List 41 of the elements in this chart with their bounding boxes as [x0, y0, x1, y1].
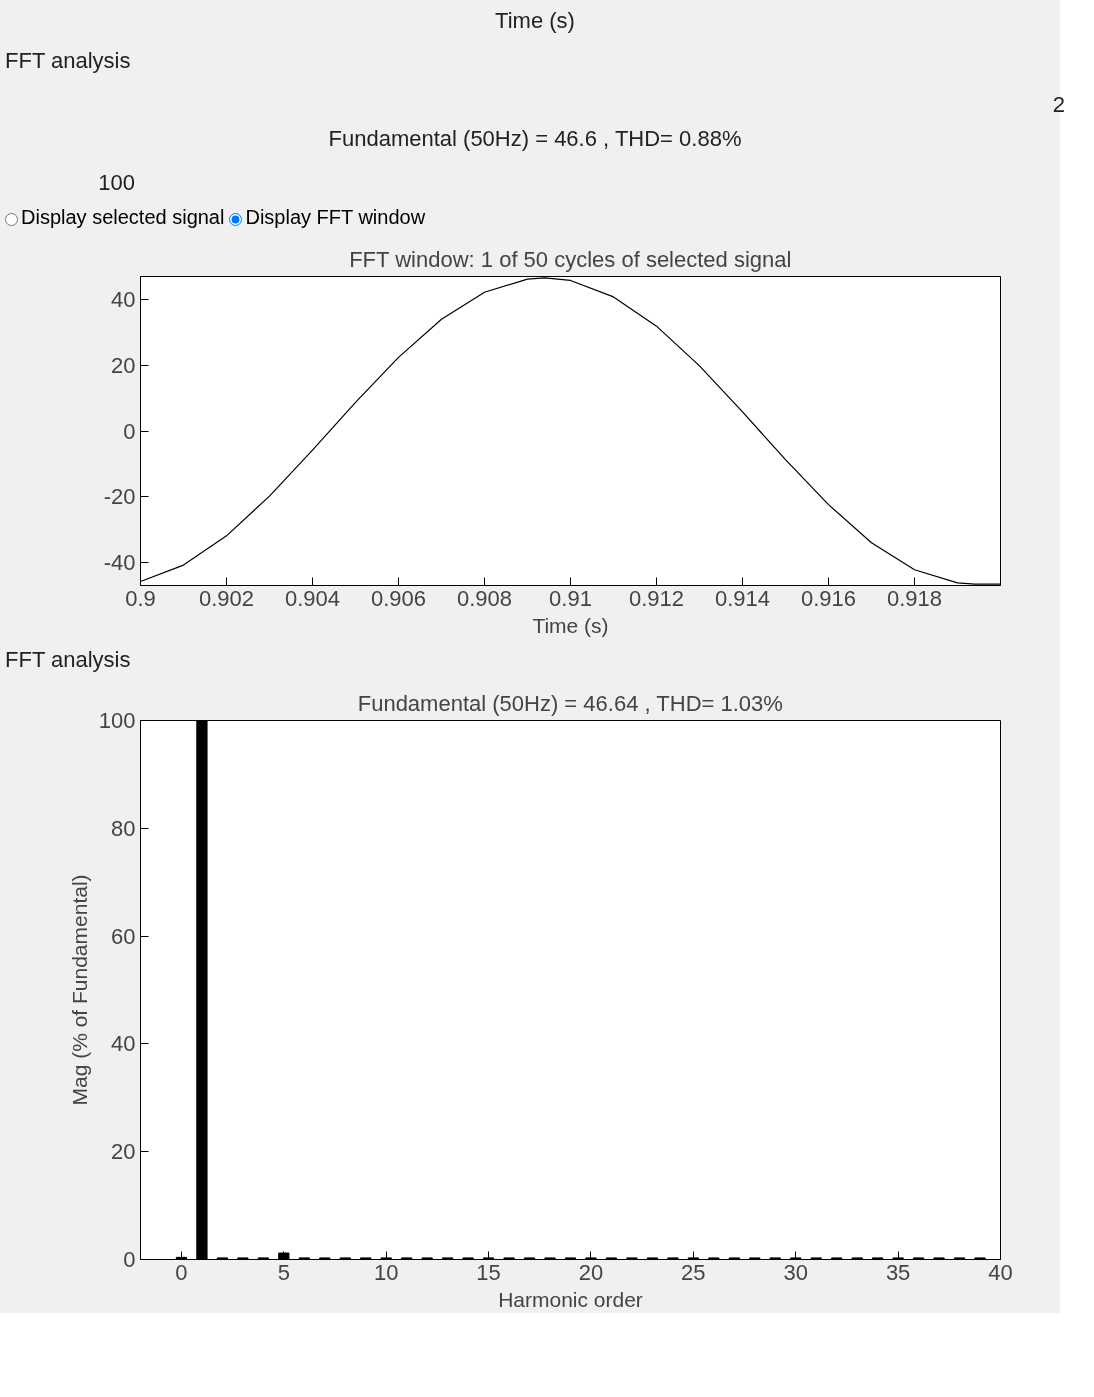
y-tick-label: 0 [123, 418, 136, 444]
x-tick-label: 0.908 [456, 585, 513, 611]
x-tick-label: 0.916 [800, 585, 857, 611]
x-tick-label: 5 [277, 1259, 290, 1285]
chart-title: FFT window: 1 of 50 cycles of selected signal [349, 246, 792, 272]
x-tick-label: 40 [988, 1259, 1013, 1285]
x-tick-label: 0.906 [370, 585, 427, 611]
y-tick-label: 60 [111, 923, 136, 949]
x-tick-label: 0.914 [714, 585, 771, 611]
y-tick-label: 80 [111, 815, 136, 841]
text: Display FFT window [245, 206, 426, 228]
x-tick-label: 0.912 [628, 585, 685, 611]
x-tick-label: 0.902 [198, 585, 255, 611]
x-tick-label: 0 [175, 1259, 188, 1285]
text: Fundamental (50Hz) = 46.6 , THD= 0.88% [328, 125, 742, 153]
x-tick-label: 0.918 [886, 585, 943, 611]
x-tick-label: 35 [885, 1259, 911, 1285]
y-tick-label: 40 [111, 286, 136, 312]
y-tick-label: 20 [111, 1138, 136, 1164]
y-tick-label: -40 [103, 549, 136, 575]
chart-title: Fundamental (50Hz) = 46.64 , THD= 1.03% [357, 690, 783, 716]
text: Time (s) [495, 7, 575, 35]
y-tick-label: 40 [111, 1030, 136, 1056]
x-tick-label: 0.91 [549, 585, 592, 611]
text: Display selected signal [21, 206, 225, 228]
x-tick-label: 25 [681, 1259, 706, 1285]
x-axis-title: Harmonic order [498, 1287, 643, 1311]
x-tick-label: 10 [373, 1259, 399, 1285]
y-axis-title: Mag (% of Fundamental) [67, 874, 91, 1106]
text: 2 [1052, 91, 1065, 119]
y-tick-label: 20 [111, 352, 136, 378]
y-tick-label: 100 [98, 707, 136, 733]
x-tick-label: 0.9 [125, 585, 156, 611]
x-tick-label: 20 [578, 1259, 604, 1285]
x-axis-title: Time (s) [532, 613, 609, 637]
text: FFT analysis [5, 47, 131, 75]
x-tick-label: 0.904 [284, 585, 341, 611]
text: FFT analysis [5, 645, 131, 674]
x-tick-label: 15 [476, 1259, 501, 1285]
y-tick-label: -20 [103, 483, 136, 509]
x-tick-label: 30 [783, 1259, 808, 1285]
